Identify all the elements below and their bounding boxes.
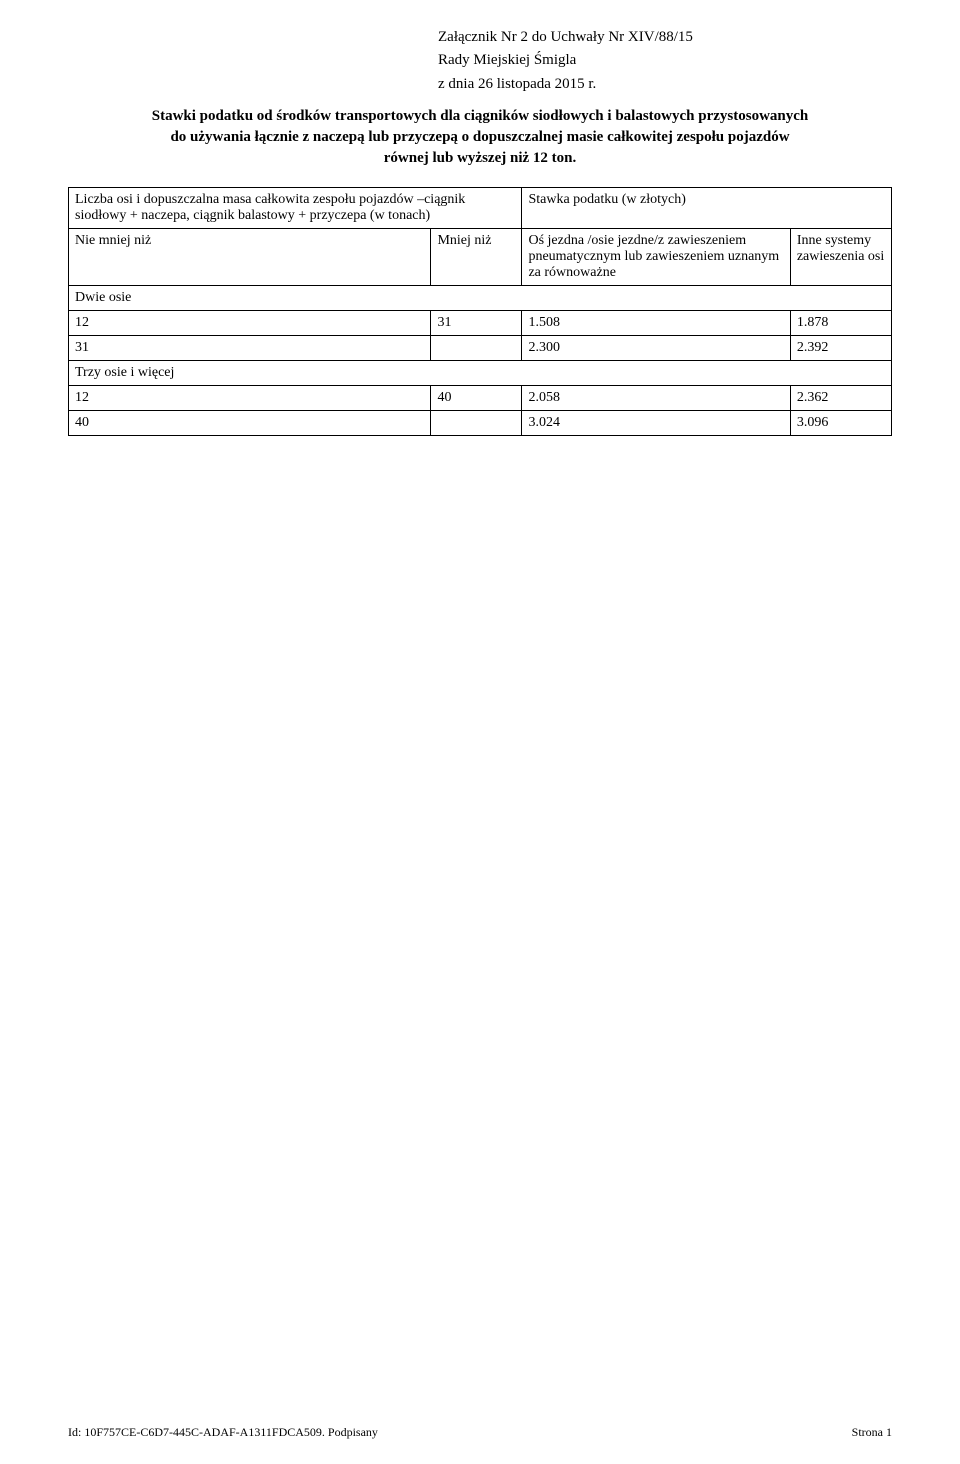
section-three-axles-label: Trzy osie i więcej: [69, 360, 892, 385]
table-header-row-2: Nie mniej niż Mniej niż Oś jezdna /osie …: [69, 228, 892, 285]
section-two-axles: Dwie osie: [69, 285, 892, 310]
cell-b: 40: [431, 385, 522, 410]
cell-b: [431, 410, 522, 435]
footer-page-number: Strona 1: [852, 1425, 892, 1440]
page: Załącznik Nr 2 do Uchwały Nr XIV/88/15 R…: [0, 0, 960, 1464]
header-not-less-than: Nie mniej niż: [69, 228, 431, 285]
header-less-than: Mniej niż: [431, 228, 522, 285]
header-rate: Stawka podatku (w złotych): [522, 187, 892, 228]
cell-c: 3.024: [522, 410, 790, 435]
cell-a: 12: [69, 310, 431, 335]
table-row: 31 2.300 2.392: [69, 335, 892, 360]
tax-rate-table: Liczba osi i dopuszczalna masa całkowita…: [68, 187, 892, 436]
cell-a: 12: [69, 385, 431, 410]
table-row: 12 31 1.508 1.878: [69, 310, 892, 335]
cell-b: 31: [431, 310, 522, 335]
table-row: 40 3.024 3.096: [69, 410, 892, 435]
cell-c: 2.058: [522, 385, 790, 410]
cell-c: 2.300: [522, 335, 790, 360]
attachment-line-1: Załącznik Nr 2 do Uchwały Nr XIV/88/15: [438, 26, 892, 49]
section-two-axles-label: Dwie osie: [69, 285, 892, 310]
table-row: 12 40 2.058 2.362: [69, 385, 892, 410]
cell-d: 3.096: [790, 410, 891, 435]
cell-d: 2.362: [790, 385, 891, 410]
attachment-line-3: z dnia 26 listopada 2015 r.: [438, 73, 892, 96]
cell-a: 40: [69, 410, 431, 435]
cell-b: [431, 335, 522, 360]
cell-d: 1.878: [790, 310, 891, 335]
attachment-line-2: Rady Miejskiej Śmigla: [438, 49, 892, 72]
attachment-header: Załącznik Nr 2 do Uchwały Nr XIV/88/15 R…: [438, 26, 892, 96]
cell-a: 31: [69, 335, 431, 360]
title-line-1: Stawki podatku od środków transportowych…: [68, 106, 892, 127]
title-line-2: do używania łącznie z naczepą lub przycz…: [68, 127, 892, 148]
cell-c: 1.508: [522, 310, 790, 335]
header-other-susp: Inne systemy zawieszenia osi: [790, 228, 891, 285]
section-three-axles: Trzy osie i więcej: [69, 360, 892, 385]
table-header-row-1: Liczba osi i dopuszczalna masa całkowita…: [69, 187, 892, 228]
cell-d: 2.392: [790, 335, 891, 360]
footer-doc-id: Id: 10F757CE-C6D7-445C-ADAF-A1311FDCA509…: [68, 1425, 378, 1440]
header-axle-mass: Liczba osi i dopuszczalna masa całkowita…: [69, 187, 522, 228]
header-pneumatic: Oś jezdna /osie jezdne/z zawieszeniem pn…: [522, 228, 790, 285]
title-line-3: równej lub wyższej niż 12 ton.: [68, 148, 892, 169]
page-footer: Id: 10F757CE-C6D7-445C-ADAF-A1311FDCA509…: [68, 1425, 892, 1440]
document-title: Stawki podatku od środków transportowych…: [68, 106, 892, 169]
